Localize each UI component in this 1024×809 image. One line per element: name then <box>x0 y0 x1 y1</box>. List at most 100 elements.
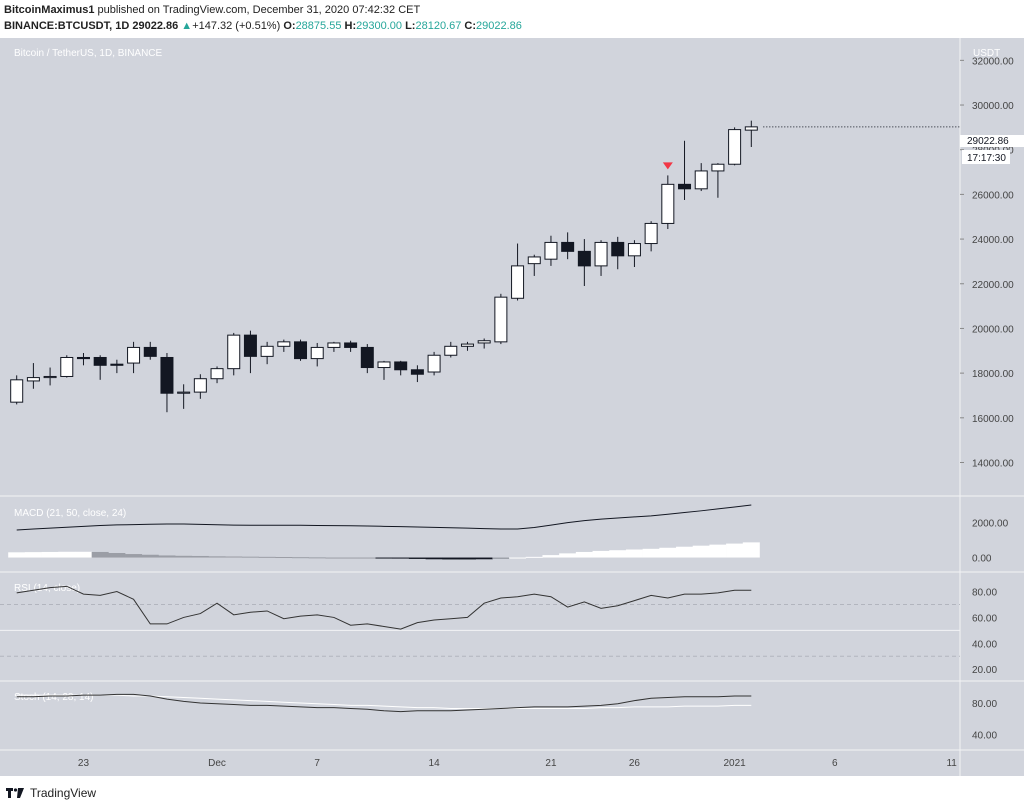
macd-hist-bar <box>175 555 193 558</box>
tradingview-logo-icon[interactable] <box>6 787 24 799</box>
candle-up <box>594 241 608 267</box>
macd-pane: 0.00 2000.00 <box>8 504 1009 565</box>
candle-up <box>193 378 207 393</box>
candle-down <box>561 241 575 252</box>
change-arrow-icon: ▲ <box>181 20 193 32</box>
footer: TradingView <box>6 786 96 800</box>
candle-up <box>427 354 441 373</box>
candle-down <box>577 250 591 267</box>
open-label: O: <box>283 20 296 32</box>
macd-hist-bar <box>292 557 310 559</box>
candle-up <box>260 345 274 357</box>
candle-up <box>310 346 324 360</box>
macd-hist-bar <box>692 545 710 558</box>
macd-hist-bar <box>559 553 577 558</box>
macd-hist-bar <box>225 556 243 558</box>
candle-up <box>444 345 458 356</box>
candle-up <box>477 340 491 344</box>
chart-background <box>0 38 960 776</box>
macd-hist-bar <box>642 548 660 558</box>
chart-svg[interactable]: Bitcoin / TetherUS, 1D, BINANCE USDT MAC… <box>0 38 1024 778</box>
price-tick-label: 26000.00 <box>972 190 1014 201</box>
last-price-tag-label: 29022.86 <box>967 136 1009 147</box>
macd-hist-bar <box>475 557 493 560</box>
price-change: +147.32 (+0.51%) <box>192 20 281 32</box>
symbol-label: BINANCE:BTCUSDT, 1D <box>4 20 130 32</box>
rsi-pane: 20.00 40.00 60.00 80.00 <box>0 585 997 676</box>
macd-hist-bar <box>509 557 527 559</box>
candle-up <box>377 361 391 369</box>
candle-down <box>410 369 424 375</box>
macd-hist-bar <box>158 555 176 558</box>
last-price-tag <box>960 135 1024 147</box>
rsi-line <box>16 585 752 630</box>
price-tick-label: 22000.00 <box>972 280 1014 291</box>
candle-up <box>644 222 658 245</box>
macd-hist-bar <box>425 557 443 560</box>
macd-hist-bar <box>709 544 727 558</box>
chart-title: Bitcoin / TetherUS, 1D, BINANCE <box>14 48 163 59</box>
stoch-tick-label: 80.00 <box>972 699 997 710</box>
macd-hist-bar <box>141 554 159 558</box>
candle-up <box>43 375 57 379</box>
macd-hist-bar <box>8 552 26 558</box>
candle-up <box>26 377 40 382</box>
low-value: 28120.67 <box>415 20 462 32</box>
stoch-k-line <box>16 693 752 713</box>
stoch-pane: 40.00 80.00 <box>16 693 997 741</box>
rsi-tick-label: 20.00 <box>972 665 997 676</box>
candle-up <box>694 170 708 190</box>
time-tick-label: Dec <box>208 758 226 769</box>
macd-hist-bar <box>542 555 560 558</box>
candle-down <box>678 183 692 190</box>
macd-line <box>16 504 752 531</box>
price-tick-label: 32000.00 <box>972 56 1014 67</box>
candle-up <box>277 341 291 347</box>
macd-hist-bar <box>742 542 760 558</box>
stoch-label: Stoch (14, 28, 14) <box>14 692 94 703</box>
macd-hist-bar <box>308 557 326 559</box>
macd-hist-bar <box>392 557 410 559</box>
stoch-tick-label: 40.00 <box>972 730 997 741</box>
candle-down <box>160 356 174 394</box>
currency-label: USDT <box>973 48 1000 59</box>
candle-down <box>294 341 308 360</box>
macd-hist-bar <box>676 546 694 558</box>
macd-hist-bar <box>609 550 627 558</box>
macd-hist-bar <box>208 556 226 558</box>
rsi-tick-label: 80.00 <box>972 588 997 599</box>
candle-down <box>93 356 107 366</box>
candle-up <box>10 379 24 403</box>
macd-hist-bar <box>258 556 276 558</box>
time-tick-label: 21 <box>545 758 557 769</box>
price-tick-label: 30000.00 <box>972 101 1014 112</box>
macd-hist-bar <box>41 551 59 558</box>
candle-up <box>127 346 141 364</box>
high-value: 29300.00 <box>356 20 403 32</box>
stoch-d-line <box>16 694 752 709</box>
author-name[interactable]: BitcoinMaximus1 <box>4 4 95 16</box>
candle-up <box>544 241 558 260</box>
candle-up <box>728 129 742 165</box>
candle-up <box>711 163 725 172</box>
candle-up <box>227 334 241 370</box>
footer-brand[interactable]: TradingView <box>30 786 97 800</box>
high-label: H: <box>344 20 357 32</box>
macd-hist-bar <box>275 557 293 559</box>
candle-down <box>611 241 625 257</box>
macd-hist-bar <box>342 557 360 559</box>
countdown-tag <box>962 150 1010 164</box>
close-label: C: <box>464 20 477 32</box>
candle-up <box>661 183 675 224</box>
candle-down <box>360 346 374 369</box>
time-tick-label: 11 <box>946 758 957 769</box>
publish-line: BitcoinMaximus1 published on TradingView… <box>4 4 420 16</box>
close-value: 29022.86 <box>476 20 522 32</box>
candle-up <box>744 126 758 131</box>
candle-up <box>60 356 74 377</box>
time-tick-label: 23 <box>78 758 90 769</box>
rsi-tick-label: 60.00 <box>972 613 997 624</box>
candle-down <box>76 356 90 360</box>
macd-label: MACD (21, 50, close, 24) <box>14 508 126 519</box>
macd-hist-bar <box>592 550 610 558</box>
